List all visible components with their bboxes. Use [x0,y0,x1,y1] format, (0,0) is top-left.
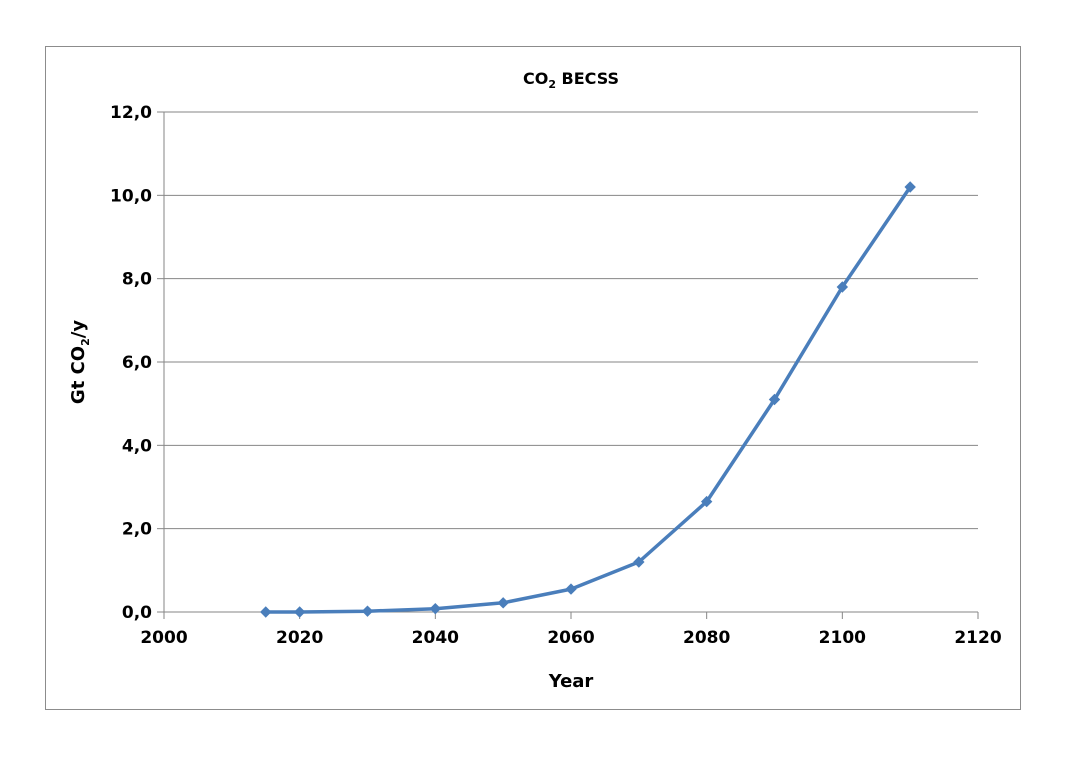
x-tick-label: 2020 [276,628,323,648]
tick-labels: 0,0 2,0 4,0 6,0 8,0 10,0 12,0 2000 2020 2040 2060 2… [110,103,1002,648]
x-tick-label: 2060 [547,628,594,648]
series-layer [260,181,916,618]
x-tick-label: 2000 [140,628,187,648]
gridlines [164,111,978,530]
x-axis-title: Year [548,671,594,692]
chart-title-main: CO [523,69,548,88]
data-point-marker [260,606,272,618]
x-tick-label: 2040 [412,628,459,648]
y-tick-label: 8,0 [122,270,152,290]
data-point-marker [361,605,374,617]
y-axis-title: Gt CO2/y [68,320,92,404]
y-tick-label: 0,0 [122,603,152,623]
y-axis-title-main: Gt CO [68,346,89,404]
chart-title-subscript: 2 [548,78,556,91]
chart-title-rest: BECSS [556,69,619,88]
x-tick-label: 2120 [954,628,1001,648]
y-tick-label: 2,0 [122,520,152,540]
y-tick-label: 12,0 [110,103,152,123]
data-point-marker [904,181,916,193]
series-line [264,185,912,614]
chart-svg: 0,0 2,0 4,0 6,0 8,0 10,0 12,0 2000 2020 2040 2060 2… [68,69,1002,692]
data-point-marker [768,393,781,406]
x-tick-label: 2080 [683,628,730,648]
axes [157,111,979,619]
y-tick-label: 6,0 [122,353,152,373]
data-point-marker [565,583,577,595]
data-point-marker [497,597,509,609]
data-point-marker [700,495,713,508]
y-axis-title-rest: /y [68,320,89,339]
data-point-marker [836,281,849,293]
chart-title: CO2 BECSS [523,69,619,91]
data-point-marker [429,602,442,615]
y-tick-label: 10,0 [110,186,152,206]
y-axis-title-subscript: 2 [79,338,92,346]
x-tick-label: 2100 [819,628,866,648]
data-point-marker [293,606,306,618]
chart-frame: 0,0 2,0 4,0 6,0 8,0 10,0 12,0 2000 2020 2040 2060 2… [45,46,1021,710]
y-tick-label: 4,0 [122,436,152,456]
data-point-marker [633,556,645,568]
